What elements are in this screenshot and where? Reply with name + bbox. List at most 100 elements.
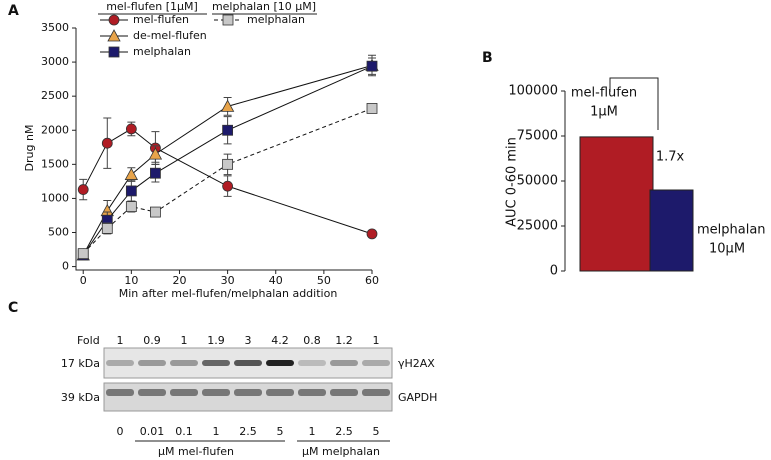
- y-tick-label: 2500: [41, 89, 69, 102]
- band: [202, 360, 230, 366]
- y-tick-label: 2000: [41, 123, 69, 136]
- y-axis-label: AUC 0-60 min: [505, 137, 520, 227]
- x-tick-label: 20: [172, 274, 186, 287]
- bar-label: mel-flufen: [571, 86, 637, 101]
- y-tick-label: 0: [62, 260, 69, 273]
- band: [362, 389, 390, 396]
- group-label: μM melphalan: [302, 445, 380, 458]
- legend-marker: [222, 14, 234, 26]
- legend-label: de-mel-flufen: [133, 29, 207, 42]
- legend-marker: [108, 14, 120, 26]
- y-axis-label: Drug nM: [23, 125, 36, 172]
- bracket: [609, 77, 659, 130]
- y-tick-label: 1000: [41, 191, 69, 204]
- y-tick-label: 3500: [41, 21, 69, 34]
- blot-image: [103, 382, 393, 412]
- bar: [579, 136, 654, 272]
- fold-value: 1.9: [207, 334, 225, 347]
- x-tick-label: 0: [80, 274, 87, 287]
- fold-value: 4.2: [271, 334, 289, 347]
- y-tick-label: 500: [48, 226, 69, 239]
- legend-marker: [108, 46, 120, 58]
- band: [106, 389, 134, 396]
- axis: [75, 28, 372, 271]
- y-tick-label: 3000: [41, 55, 69, 68]
- bar-label: 10μM: [709, 242, 745, 257]
- panel-label: A: [8, 3, 19, 19]
- marker: [150, 167, 161, 179]
- band: [362, 360, 390, 366]
- marker: [148, 147, 163, 160]
- band: [202, 389, 230, 396]
- legend-group: melphalan [10 µM]: [212, 0, 316, 13]
- concentration: 1: [309, 425, 316, 438]
- x-tick-label: 40: [269, 274, 283, 287]
- band-size: 39 kDa: [61, 391, 100, 404]
- band: [138, 389, 166, 396]
- fold-value: 1: [373, 334, 380, 347]
- fold-value: 0.8: [303, 334, 321, 347]
- band: [234, 389, 262, 396]
- y-tick-label: 100000: [508, 84, 558, 99]
- bar-label: melphalan: [697, 223, 766, 238]
- band: [170, 389, 198, 396]
- band: [138, 360, 166, 366]
- band: [266, 389, 294, 396]
- marker: [125, 185, 137, 197]
- panel-label: C: [8, 300, 18, 316]
- x-axis-label: Min after mel-flufen/melphalan addition: [119, 287, 338, 300]
- band: [330, 360, 358, 366]
- band-size: 17 kDa: [61, 357, 100, 370]
- band: [170, 360, 198, 366]
- marker: [222, 158, 234, 170]
- y-tick-label: 0: [550, 264, 558, 279]
- y-tick-label: 1500: [41, 157, 69, 170]
- concentration: 1: [213, 425, 220, 438]
- band: [330, 389, 358, 396]
- marker: [366, 60, 378, 72]
- fold-label: Fold: [77, 334, 100, 347]
- concentration: 2.5: [335, 425, 353, 438]
- x-tick-label: 60: [365, 274, 379, 287]
- fold-value: 3: [245, 334, 252, 347]
- marker: [101, 223, 113, 234]
- panel-label: B: [482, 50, 493, 66]
- series-line: [82, 128, 373, 235]
- concentration: 0.01: [140, 425, 165, 438]
- legend-label: melphalan: [247, 13, 305, 26]
- marker: [220, 99, 235, 112]
- marker: [101, 137, 113, 149]
- concentration: 5: [277, 425, 284, 438]
- band: [298, 360, 326, 366]
- y-tick-label: 25000: [517, 219, 558, 234]
- marker: [366, 103, 378, 114]
- bar-label: 1μM: [590, 105, 618, 120]
- marker: [77, 248, 89, 260]
- band-protein: γH2AX: [398, 357, 435, 370]
- legend-group: mel-flufen [1µM]: [106, 0, 198, 13]
- marker: [77, 184, 89, 195]
- marker: [222, 124, 234, 136]
- x-tick-label: 30: [221, 274, 235, 287]
- legend-marker: [107, 29, 121, 42]
- fold-value: 0.9: [143, 334, 161, 347]
- band: [266, 360, 294, 366]
- marker: [125, 123, 137, 135]
- legend-label: mel-flufen: [133, 13, 189, 26]
- marker: [150, 206, 161, 218]
- concentration: 0.1: [175, 425, 193, 438]
- band: [106, 360, 134, 366]
- concentration: 0: [117, 425, 124, 438]
- fold-value: 1: [117, 334, 124, 347]
- band: [234, 360, 262, 366]
- marker: [366, 228, 378, 240]
- y-tick-label: 75000: [517, 129, 558, 144]
- fold-value: 1.2: [335, 334, 353, 347]
- annotation: 1.7x: [656, 150, 685, 165]
- band-protein: GAPDH: [398, 391, 437, 404]
- legend-label: melphalan: [133, 45, 191, 58]
- marker: [125, 201, 137, 213]
- x-tick-label: 50: [317, 274, 331, 287]
- concentration: 2.5: [239, 425, 257, 438]
